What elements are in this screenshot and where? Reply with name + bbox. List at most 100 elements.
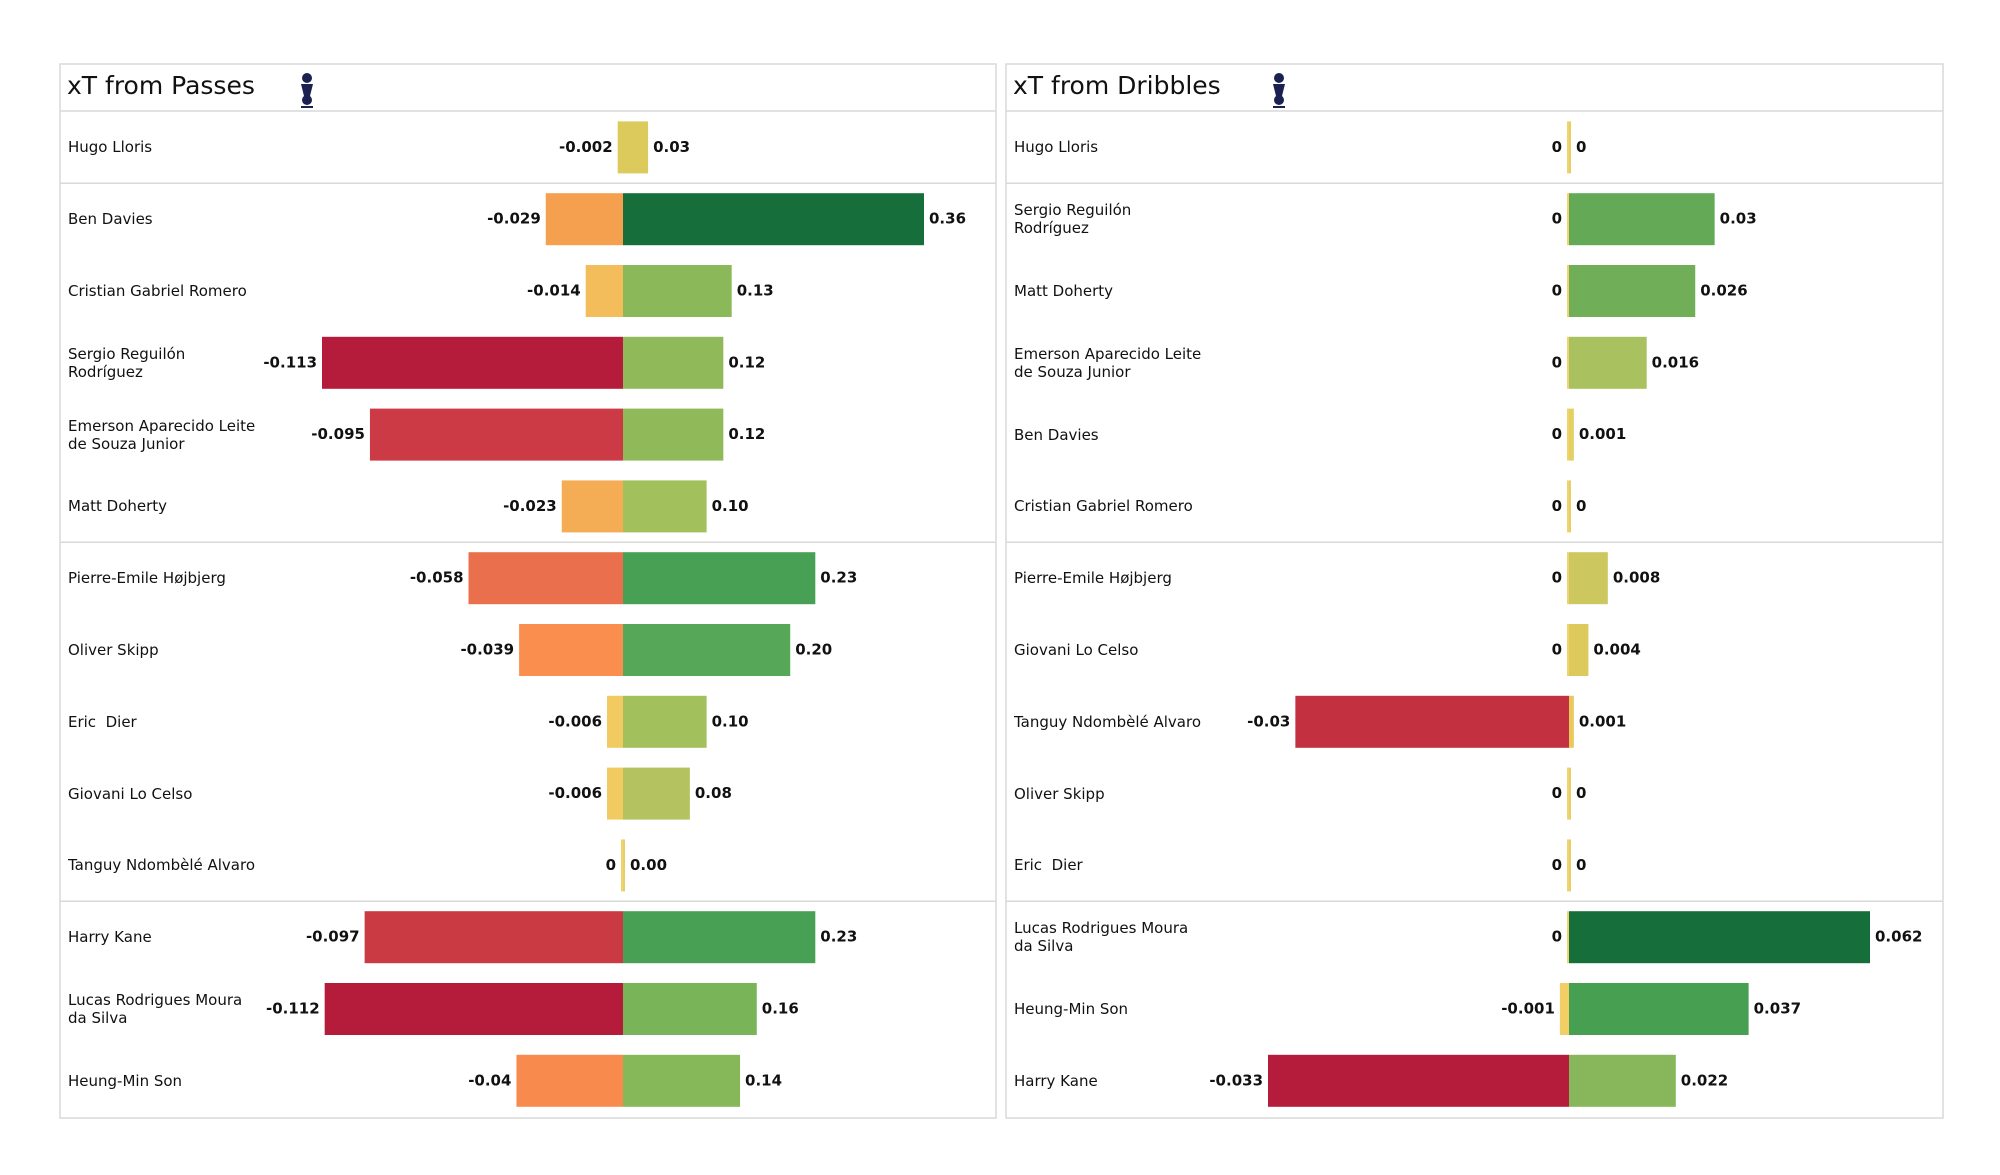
negative-value-label: 0 <box>1552 210 1562 228</box>
player-name: Tanguy Ndombèlé Alvaro <box>1014 712 1202 731</box>
player-name: Emerson Aparecido Leite de Souza Junior <box>68 416 256 453</box>
positive-bar <box>623 480 707 533</box>
positive-bar <box>623 552 816 605</box>
positive-value-label: 0.062 <box>1875 928 1922 946</box>
player-name: Hugo Lloris <box>68 138 153 157</box>
positive-bar <box>1569 767 1571 820</box>
positive-value-label: 0.004 <box>1593 641 1640 659</box>
player-name-box: Ben Davies <box>1014 425 1099 444</box>
positive-bar <box>1569 408 1574 461</box>
negative-bar <box>545 193 623 246</box>
negative-value-label: 0 <box>1552 353 1562 371</box>
positive-value-label: 0.03 <box>653 138 690 156</box>
negative-bar <box>617 121 623 174</box>
player-name: Heung-Min Son <box>1014 1000 1129 1018</box>
player-name: Giovani Lo Celso <box>68 784 193 803</box>
positive-value-label: 0.08 <box>695 784 732 802</box>
player-name: Lucas Rodrigues Moura da Silva <box>68 991 243 1027</box>
player-name: Cristian Gabriel Romero <box>68 282 247 300</box>
player-name-box: Sergio Reguilón Rodríguez <box>68 344 186 381</box>
negative-value-label: 0 <box>606 856 616 874</box>
player-name: Hugo Lloris <box>1014 138 1099 157</box>
player-name-box: Tanguy Ndombèlé Alvaro <box>1014 712 1202 731</box>
negative-value-label: 0 <box>1552 569 1562 587</box>
player-name: Emerson Aparecido Leite de Souza Junior <box>1014 344 1202 381</box>
player-name: Ben Davies <box>68 210 153 229</box>
positive-bar <box>1569 911 1870 964</box>
positive-value-label: 0.022 <box>1681 1071 1728 1089</box>
negative-value-label: -0.097 <box>306 928 360 946</box>
player-name-box: Giovani Lo Celso <box>68 784 193 803</box>
positive-bar <box>623 983 757 1035</box>
negative-value-label: -0.112 <box>266 1000 320 1018</box>
panel-frame <box>59 63 997 1119</box>
negative-value-label: -0.002 <box>559 138 613 156</box>
negative-bar <box>1559 983 1569 1035</box>
negative-value-label: -0.03 <box>1247 712 1290 730</box>
negative-bar <box>1567 121 1569 174</box>
player-name: Giovani Lo Celso <box>1014 641 1139 659</box>
positive-bar <box>1569 552 1608 605</box>
player-name-box: Cristian Gabriel Romero <box>1014 497 1193 515</box>
player-name: Ben Davies <box>1014 425 1099 444</box>
negative-bar <box>1567 767 1569 820</box>
negative-value-label: 0 <box>1552 282 1562 300</box>
player-name-box: Pierre-Emile Højbjerg <box>68 569 226 587</box>
player-name: Oliver Skipp <box>1014 784 1105 803</box>
player-name: Pierre-Emile Højbjerg <box>1014 569 1172 588</box>
positive-bar <box>1569 695 1574 748</box>
negative-bar <box>1567 839 1569 892</box>
negative-bar <box>1567 265 1569 317</box>
player-name: Harry Kane <box>68 928 152 947</box>
positive-bar <box>623 767 690 820</box>
negative-bar <box>1567 552 1569 605</box>
player-name-box: Eric Dier <box>68 713 137 731</box>
player-name: Sergio Reguilón Rodríguez <box>1014 201 1132 238</box>
negative-bar <box>561 480 623 533</box>
player-name-box: Matt Doherty <box>68 497 167 515</box>
player-name-box: Giovani Lo Celso <box>1014 641 1139 659</box>
positive-bar <box>1569 193 1715 246</box>
positive-value-label: 0 <box>1576 138 1586 156</box>
player-name-box: Eric Dier <box>1014 856 1083 874</box>
positive-bar <box>1569 265 1696 317</box>
positive-value-label: 0.10 <box>712 712 749 730</box>
negative-bar <box>607 767 623 820</box>
negative-bar <box>1567 624 1569 676</box>
positive-value-label: 0.23 <box>820 569 857 587</box>
positive-bar <box>623 193 924 246</box>
positive-bar <box>623 265 732 317</box>
positive-value-label: 0.12 <box>728 353 765 371</box>
negative-value-label: -0.006 <box>548 784 602 802</box>
positive-bar <box>1569 624 1589 676</box>
positive-value-label: 0.037 <box>1754 1000 1801 1018</box>
positive-value-label: 0.001 <box>1579 712 1626 730</box>
positive-bar <box>1569 121 1571 174</box>
negative-bar <box>468 552 623 605</box>
positive-value-label: 0.00 <box>630 856 667 874</box>
positive-value-label: 0 <box>1576 784 1586 802</box>
negative-bar <box>585 265 623 317</box>
player-name-box: Cristian Gabriel Romero <box>68 282 247 300</box>
player-name: Oliver Skipp <box>68 641 159 659</box>
negative-value-label: -0.113 <box>263 353 317 371</box>
player-name-box: Oliver Skipp <box>68 641 159 659</box>
player-name: Heung-Min Son <box>68 1071 183 1090</box>
player-name: Sergio Reguilón Rodríguez <box>68 344 186 381</box>
negative-value-label: -0.014 <box>527 282 581 300</box>
negative-bar <box>364 911 623 964</box>
negative-bar <box>516 1054 623 1107</box>
positive-value-label: 0.23 <box>820 928 857 946</box>
positive-value-label: 0.026 <box>1700 282 1747 300</box>
negative-bar <box>369 408 623 461</box>
positive-value-label: 0.001 <box>1579 425 1626 443</box>
club-logo <box>1273 73 1285 108</box>
positive-value-label: 0.20 <box>795 641 832 659</box>
positive-bar <box>623 121 649 174</box>
positive-bar <box>1569 839 1571 892</box>
positive-value-label: 0.008 <box>1613 569 1660 587</box>
player-name-box: Emerson Aparecido Leite de Souza Junior <box>1014 344 1202 381</box>
negative-value-label: -0.095 <box>311 425 365 443</box>
